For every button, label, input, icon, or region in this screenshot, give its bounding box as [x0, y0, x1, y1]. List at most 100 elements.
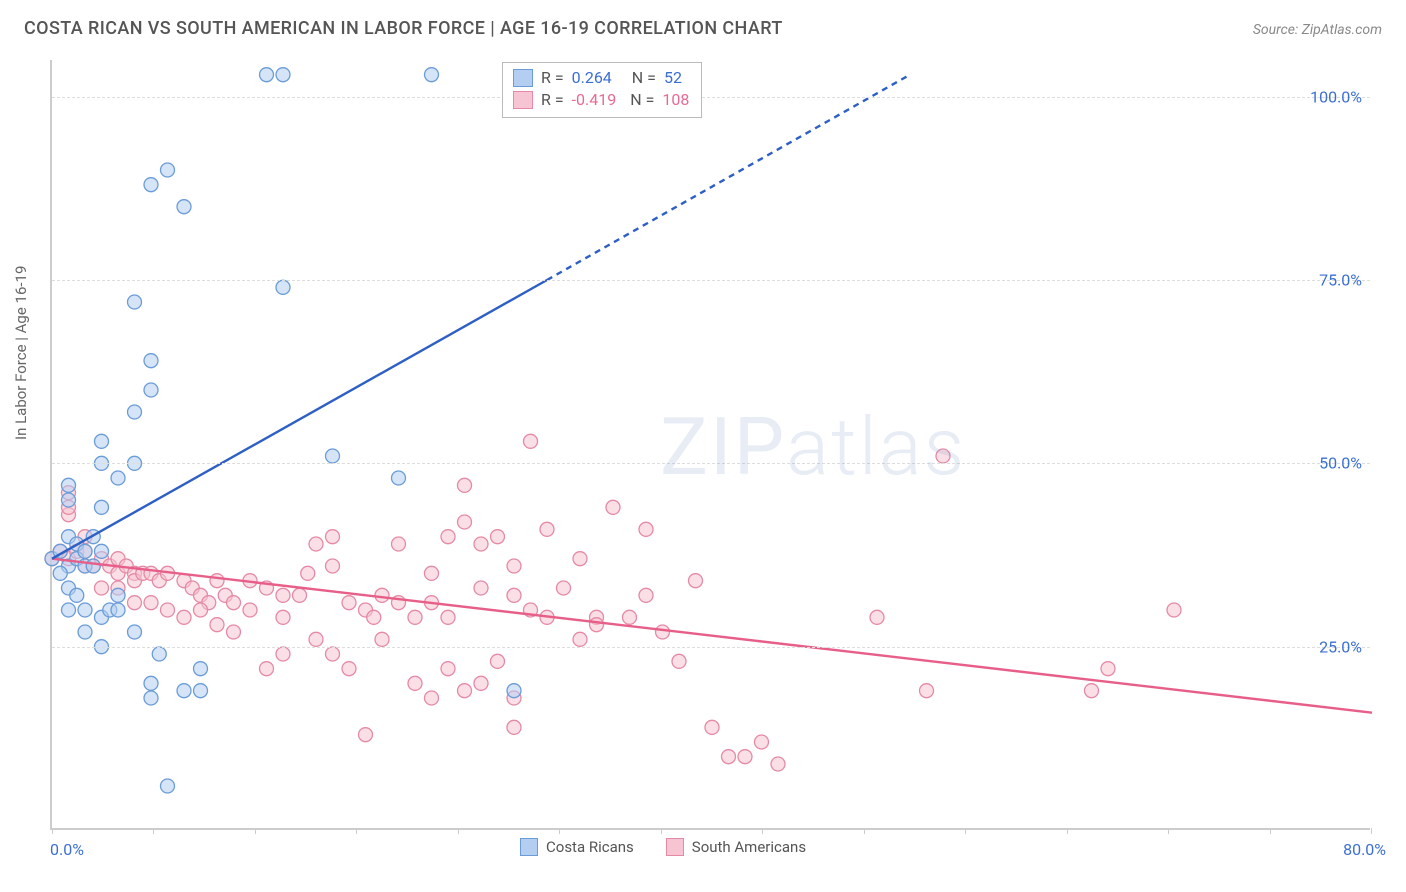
- data-point: [53, 566, 67, 580]
- x-axis-min: 0.0%: [50, 840, 84, 859]
- data-point: [375, 632, 389, 646]
- data-point: [62, 603, 76, 617]
- data-point: [920, 684, 934, 698]
- data-point: [639, 588, 653, 602]
- x-axis-max: 80.0%: [1343, 840, 1386, 859]
- data-point: [86, 559, 100, 573]
- data-point: [491, 530, 505, 544]
- data-point: [227, 596, 241, 610]
- data-point: [276, 68, 290, 82]
- data-point: [408, 676, 422, 690]
- data-point: [177, 610, 191, 624]
- swatch-icon: [666, 838, 684, 856]
- data-point: [210, 618, 224, 632]
- data-point: [557, 581, 571, 595]
- data-point: [128, 295, 142, 309]
- data-point: [210, 574, 224, 588]
- legend-item-costa-ricans: Costa Ricans: [520, 838, 634, 856]
- r-label: R =: [541, 89, 564, 111]
- data-point: [260, 662, 274, 676]
- data-point: [359, 728, 373, 742]
- data-point: [78, 625, 92, 639]
- data-point: [1085, 684, 1099, 698]
- data-point: [144, 383, 158, 397]
- data-point: [276, 588, 290, 602]
- data-point: [161, 779, 175, 793]
- data-point: [194, 684, 208, 698]
- x-tick-mark: [1371, 828, 1372, 834]
- data-point: [1101, 662, 1115, 676]
- data-point: [326, 559, 340, 573]
- data-point: [458, 684, 472, 698]
- x-tick-mark: [356, 828, 357, 834]
- data-point: [507, 684, 521, 698]
- data-point: [301, 566, 315, 580]
- r-value: -0.419: [572, 89, 617, 111]
- data-point: [95, 500, 109, 514]
- data-point: [507, 720, 521, 734]
- data-point: [441, 530, 455, 544]
- data-point: [243, 603, 257, 617]
- data-point: [375, 588, 389, 602]
- source-label: Source: ZipAtlas.com: [1253, 22, 1382, 38]
- data-point: [425, 691, 439, 705]
- y-tick-label: 100.0%: [1310, 87, 1362, 106]
- n-value: 52: [664, 67, 682, 89]
- x-tick-mark: [965, 828, 966, 834]
- data-point: [425, 566, 439, 580]
- data-point: [408, 610, 422, 624]
- data-point: [474, 676, 488, 690]
- data-point: [392, 537, 406, 551]
- x-tick-mark: [559, 828, 560, 834]
- data-point: [705, 720, 719, 734]
- data-point: [491, 654, 505, 668]
- data-point: [128, 625, 142, 639]
- x-tick-mark: [864, 828, 865, 834]
- plot-area: 25.0%50.0%75.0%100.0%: [50, 60, 1370, 830]
- n-label: N =: [632, 67, 656, 89]
- data-point: [144, 676, 158, 690]
- data-point: [78, 544, 92, 558]
- x-tick-mark: [1270, 828, 1271, 834]
- data-point: [590, 618, 604, 632]
- y-axis-label: In Labor Force | Age 16-19: [12, 266, 30, 440]
- corr-row-blue: R = 0.264 N = 52: [513, 67, 689, 89]
- data-point: [177, 684, 191, 698]
- data-point: [425, 68, 439, 82]
- data-point: [771, 757, 785, 771]
- data-point: [128, 405, 142, 419]
- corr-row-pink: R = -0.419 N = 108: [513, 89, 689, 111]
- data-point: [309, 537, 323, 551]
- data-point: [194, 662, 208, 676]
- data-point: [144, 691, 158, 705]
- data-point: [656, 625, 670, 639]
- x-tick-mark: [1067, 828, 1068, 834]
- regression-line: [52, 559, 1372, 713]
- data-point: [392, 471, 406, 485]
- data-point: [738, 750, 752, 764]
- n-value: 108: [662, 89, 689, 111]
- data-point: [111, 603, 125, 617]
- data-point: [639, 522, 653, 536]
- data-point: [507, 559, 521, 573]
- data-point: [309, 632, 323, 646]
- chart-svg: [52, 60, 1370, 828]
- legend-label: Costa Ricans: [546, 838, 634, 856]
- data-point: [95, 581, 109, 595]
- data-point: [260, 68, 274, 82]
- data-point: [70, 588, 84, 602]
- x-tick-mark: [762, 828, 763, 834]
- data-point: [276, 610, 290, 624]
- x-tick-mark: [1168, 828, 1169, 834]
- data-point: [474, 537, 488, 551]
- data-point: [144, 354, 158, 368]
- data-point: [326, 647, 340, 661]
- data-point: [672, 654, 686, 668]
- data-point: [161, 163, 175, 177]
- swatch-icon: [513, 69, 533, 87]
- data-point: [227, 625, 241, 639]
- data-point: [95, 434, 109, 448]
- data-point: [540, 522, 554, 536]
- grid-line: [52, 463, 1370, 464]
- data-point: [342, 596, 356, 610]
